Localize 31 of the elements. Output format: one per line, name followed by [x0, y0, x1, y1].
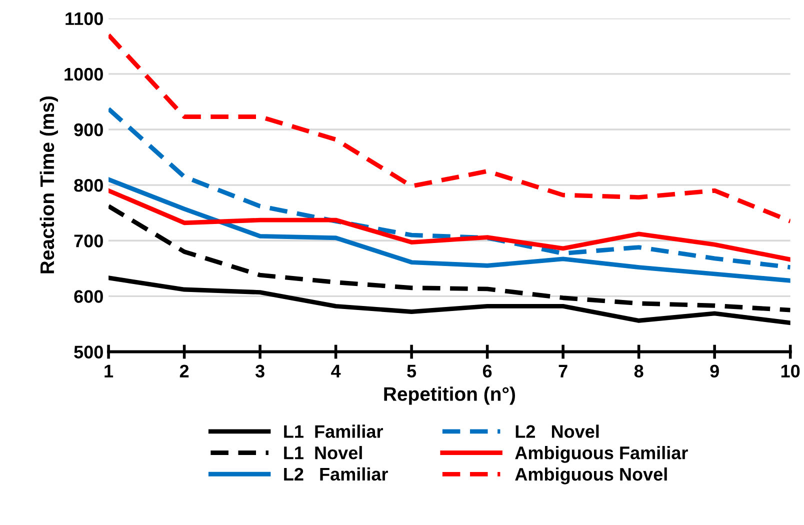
- x-tick-label: 5: [407, 364, 416, 378]
- line-series: [108, 204, 790, 312]
- y-axis-title: Reaction Time (ms): [40, 96, 58, 274]
- x-tick-label: 1: [104, 364, 114, 378]
- legend-label: Ambiguous Novel: [515, 467, 667, 484]
- y-tick-label: 700: [74, 234, 103, 248]
- line-series: [108, 188, 790, 262]
- x-tick-label: 10: [781, 364, 800, 378]
- x-tick-label: 9: [710, 364, 719, 378]
- x-tick-label: 6: [482, 364, 492, 378]
- y-tick-label: 1000: [64, 68, 103, 81]
- legend-label: Ambiguous Familiar: [515, 446, 688, 463]
- x-tick-label: 4: [331, 364, 341, 378]
- x-axis-title: Repetition (n°): [384, 386, 516, 405]
- y-tick-label: 900: [74, 123, 103, 136]
- x-tick-label: 8: [634, 364, 644, 378]
- y-tick-label: 600: [74, 290, 103, 303]
- line-series: [108, 32, 790, 224]
- x-tick-label: 3: [255, 364, 264, 378]
- legend-label: L1 Novel: [284, 446, 362, 460]
- legend-label: L2 Novel: [516, 424, 599, 438]
- legend-label: L1 Familiar: [284, 424, 383, 438]
- y-tick-label: 500: [74, 346, 103, 358]
- line-series: [108, 177, 790, 283]
- y-tick-label: 800: [74, 178, 103, 192]
- y-tick-label: 1100: [66, 12, 103, 26]
- x-tick-label: 2: [180, 364, 189, 378]
- legend-label: L2 Familiar: [284, 467, 388, 481]
- line-series: [108, 276, 790, 326]
- x-tick-label: 7: [558, 364, 568, 378]
- line-series: [108, 106, 790, 270]
